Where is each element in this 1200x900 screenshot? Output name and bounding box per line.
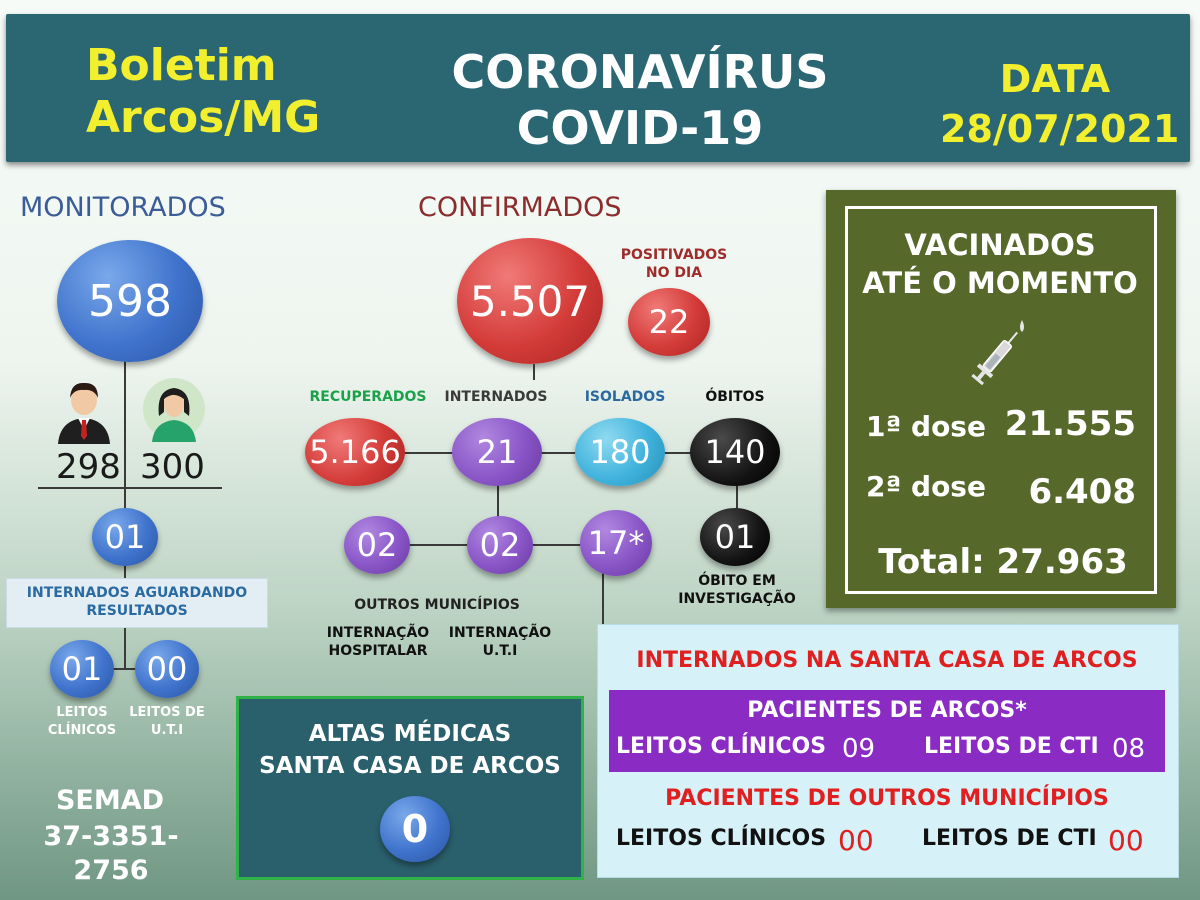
syringe-icon [971, 320, 1024, 386]
leitos-clinicos-value: 01 [61, 650, 103, 688]
confirmados-total-circle: 5.507 [457, 238, 603, 364]
date-value: 28/07/2021 [940, 107, 1180, 151]
internados-value: 21 [476, 433, 518, 471]
obitos-circle: 140 [690, 418, 780, 486]
date-label: DATA [999, 57, 1111, 101]
outros-cti-value: 00 [1108, 824, 1144, 857]
leitos-uti-value: 00 [146, 650, 188, 688]
aguardando-value: 01 [104, 518, 146, 556]
leitos-uti-label: LEITOS DE U.T.I [129, 705, 205, 738]
main-title-line1: CORONAVÍRUS [451, 45, 829, 99]
outros-value: 02 [356, 526, 398, 564]
investigacao-value: 01 [714, 518, 756, 556]
aguardando-circle: 01 [92, 508, 158, 566]
recuperados-value: 5.166 [309, 433, 401, 471]
outros-circle: 02 [344, 516, 410, 574]
vacinados-title-line2: ATÉ O MOMENTO [862, 266, 1138, 300]
altas-value: 0 [401, 807, 429, 851]
vacinados-panel [826, 190, 1176, 608]
outros-clinicos-label: LEITOS CLÍNICOS [616, 826, 827, 851]
isolados-value: 180 [589, 433, 651, 471]
leitos-clinicos-circle: 01 [50, 640, 114, 698]
women-count: 300 [140, 447, 205, 487]
aguardando-box [6, 578, 268, 628]
vacinados-title: VACINADOS ATÉ O MOMENTO [850, 226, 1150, 302]
man-icon [58, 382, 110, 444]
hospitalar-label: INTERNAÇÃO HOSPITALAR [326, 625, 430, 659]
dose1-value: 21.555 [1004, 404, 1136, 444]
arcos-patients-title: PACIENTES DE ARCOS* [747, 698, 1027, 723]
outros-cti-label: LEITOS DE CTI [922, 826, 1097, 851]
isolados-label: ISOLADOS [584, 389, 666, 405]
arcos-clinicos-label: LEITOS CLÍNICOS [616, 734, 827, 759]
outros-clinicos-value: 00 [838, 824, 874, 857]
uti-circle: 17* [580, 510, 652, 576]
confirmados-total: 5.507 [469, 276, 591, 326]
isolados-circle: 180 [575, 418, 665, 486]
monitorados-title: MONITORADOS [20, 192, 226, 223]
header-banner [6, 14, 1190, 162]
bulletin-title-line1: Boletim [86, 40, 277, 91]
semad-label: SEMAD [55, 785, 165, 816]
men-count: 298 [56, 447, 121, 487]
santa-casa-title: INTERNADOS NA SANTA CASA DE ARCOS [636, 648, 1138, 673]
arcos-patients-box [609, 690, 1165, 772]
main-title: CORONAVÍRUS COVID-19 [400, 44, 880, 156]
leitos-clinicos-label: LEITOS CLÍNICOS [47, 705, 117, 738]
arcos-cti-label: LEITOS DE CTI [924, 734, 1099, 759]
arcos-cti-value: 08 [1112, 734, 1146, 764]
obitos-connector [736, 480, 738, 512]
altas-title-line2: SANTA CASA DE ARCOS [259, 753, 561, 779]
obitos-value: 140 [704, 433, 766, 471]
uti-label: INTERNAÇÃO U.T.I [448, 625, 552, 659]
status-row-connector [400, 452, 700, 454]
arcos-clinicos-value: 09 [842, 734, 876, 764]
recuperados-circle: 5.166 [305, 418, 405, 486]
internados-label: INTERNADOS [444, 389, 548, 405]
dose2-value: 6.408 [1028, 472, 1136, 512]
bulletin-title-line2: Arcos/MG [86, 92, 321, 143]
altas-title: ALTAS MÉDICAS SANTA CASA DE ARCOS [240, 718, 580, 782]
confirmados-title: CONFIRMADOS [418, 192, 622, 223]
internados-circle: 21 [452, 418, 542, 486]
investigacao-circle: 01 [700, 508, 770, 566]
monitorados-total-circle: 598 [57, 240, 203, 362]
internados-connector [497, 470, 499, 530]
hospitalar-circle: 02 [467, 516, 533, 574]
monitorados-connector [124, 300, 126, 670]
woman-icon [143, 378, 205, 442]
hospitalar-value: 02 [479, 526, 521, 564]
investigacao-label: ÓBITO EM INVESTIGAÇÃO [678, 573, 796, 607]
leitos-connector [82, 668, 168, 670]
dose1-label: 1ª dose [866, 410, 986, 443]
positivados-label: POSITIVADOS NO DIA [620, 247, 728, 281]
positivados-value: 22 [648, 303, 690, 341]
monitorados-total: 598 [88, 275, 172, 327]
confirmados-connector [533, 364, 535, 380]
aguardando-label: INTERNADOS AGUARDANDO RESULTADOS [26, 585, 248, 619]
outros-patients-title: PACIENTES DE OUTROS MUNICÍPIOS [665, 786, 1109, 811]
obitos-label: ÓBITOS [705, 389, 765, 405]
uti-value: 17* [587, 524, 645, 562]
date-block: DATA 28/07/2021 [940, 54, 1180, 154]
semad-phone: 37-3351-2756 [43, 821, 179, 886]
leitos-uti-circle: 00 [135, 640, 199, 698]
monitorados-divider [38, 487, 222, 489]
altas-circle: 0 [380, 796, 450, 862]
bulletin-title: Boletim Arcos/MG [86, 40, 320, 144]
main-title-line2: COVID-19 [516, 101, 764, 155]
recuperados-label: RECUPERADOS [309, 389, 427, 405]
vacinados-frame [845, 206, 1157, 594]
positivados-circle: 22 [628, 288, 710, 356]
dose2-label: 2ª dose [866, 470, 986, 503]
vacinados-title-line1: VACINADOS [904, 228, 1096, 262]
altas-title-line1: ALTAS MÉDICAS [308, 721, 512, 747]
vacinados-total: Total: 27.963 [878, 542, 1128, 582]
outros-label: OUTROS MUNICÍPIOS [354, 597, 520, 613]
